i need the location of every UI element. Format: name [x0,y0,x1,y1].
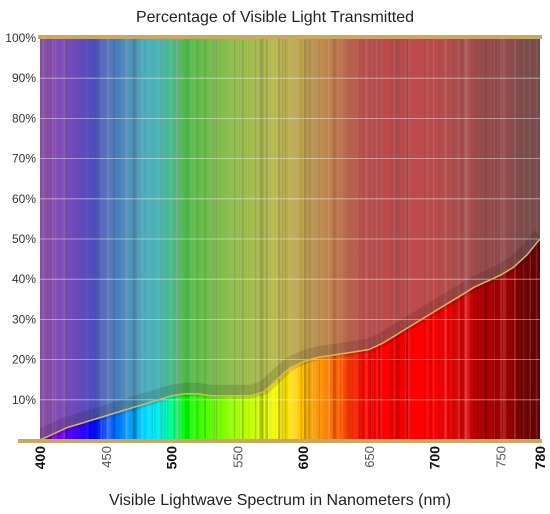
y-tick-label: 60% [12,192,36,206]
y-gridlines [40,77,540,401]
x-tick-label: 750 [494,446,509,468]
y-tick-label: 30% [12,312,36,326]
x-tick-label: 450 [99,446,114,468]
y-tick-label: 80% [12,111,36,125]
x-tick-label: 780 [532,446,548,470]
y-tick-label: 50% [12,232,36,246]
x-tick-label: 700 [427,446,443,470]
x-axis-label: Visible Lightwave Spectrum in Nanometers… [109,492,451,509]
y-tick-label: 40% [12,272,36,286]
x-axis-ticks: 400 450 500 550 600 650 700 750 780 [32,446,548,470]
bottom-frame-bar [18,439,542,443]
y-axis-ticks: 10% 20% 30% 40% 50% 60% 70% 80% 90% 100% [5,31,36,407]
plot-area [18,35,542,443]
chart-title: Percentage of Visible Light Transmitted [136,9,414,26]
y-tick-label: 100% [5,31,36,45]
x-tick-label: 500 [164,446,180,470]
x-tick-label: 650 [362,446,377,468]
x-tick-label: 550 [230,446,245,468]
top-frame-bar [38,35,542,39]
y-tick-label: 90% [12,71,36,85]
x-tick-label: 400 [32,446,48,470]
y-tick-label: 10% [12,393,36,407]
x-tick-label: 600 [295,446,311,470]
y-tick-label: 20% [12,353,36,367]
y-tick-label: 70% [12,152,36,166]
transmission-curve [40,238,540,440]
